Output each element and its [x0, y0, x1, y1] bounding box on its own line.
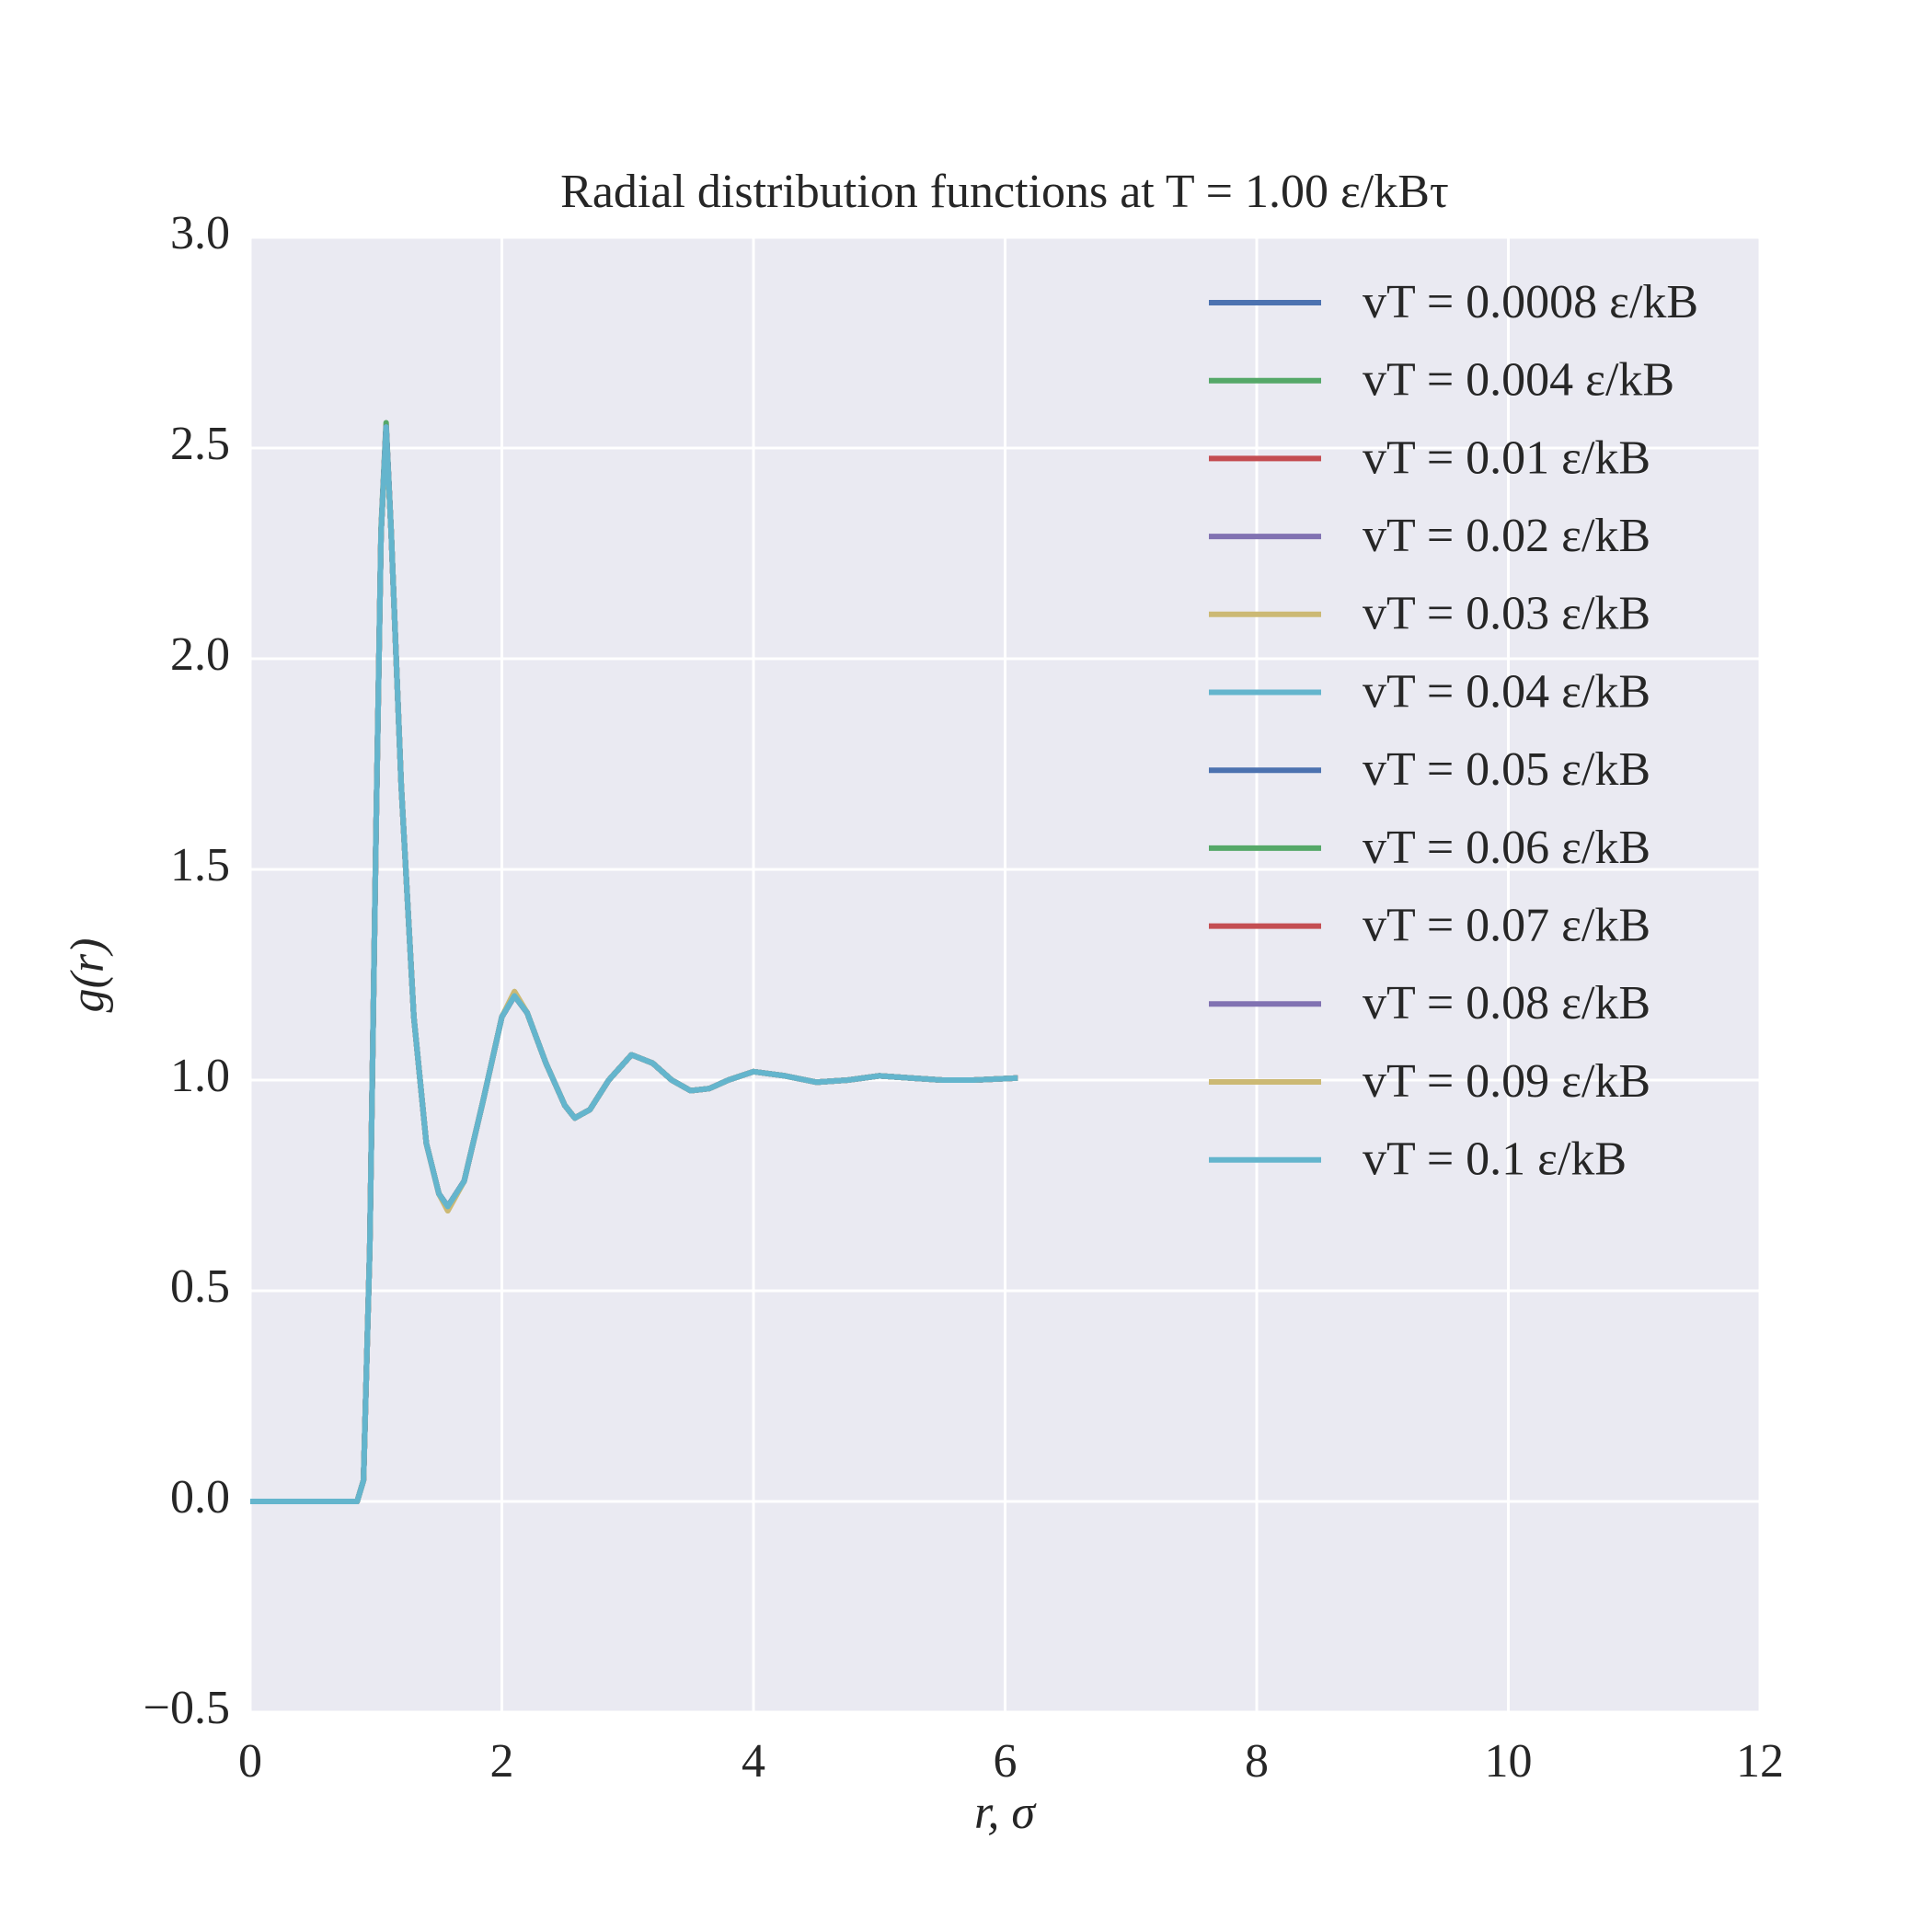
legend-label: vT = 0.01 ε/kB	[1363, 431, 1650, 484]
x-tick-label: 2	[490, 1735, 514, 1788]
legend-label: vT = 0.07 ε/kB	[1363, 900, 1650, 952]
series-line	[250, 424, 1018, 1504]
legend: vT = 0.0008 ε/kB vT = 0.004 ε/kB vT = 0.01…	[1209, 276, 1698, 1186]
y-tick-label: 3.0	[170, 207, 230, 259]
lines	[250, 420, 1018, 1504]
y-tick-label: 2.0	[170, 628, 230, 681]
legend-label: vT = 0.004 ε/kB	[1363, 354, 1674, 407]
legend-label: vT = 0.03 ε/kB	[1363, 588, 1650, 640]
y-tick-label: 0.0	[170, 1471, 230, 1524]
x-tick-label: 12	[1736, 1735, 1784, 1788]
x-tick-label: 4	[742, 1735, 765, 1788]
legend-label: vT = 0.02 ε/kB	[1363, 510, 1650, 562]
grid	[248, 236, 1762, 1714]
y-tick-label: −0.5	[144, 1682, 230, 1734]
y-tick-label: 2.5	[170, 418, 230, 470]
x-axis-label: r, σ	[974, 1787, 1037, 1839]
y-tick-label: 0.5	[170, 1260, 230, 1313]
legend-label: vT = 0.1 ε/kB	[1363, 1133, 1627, 1186]
y-tick-label: 1.5	[170, 839, 230, 891]
legend-label: vT = 0.04 ε/kB	[1363, 665, 1650, 718]
x-tick-label: 6	[994, 1735, 1018, 1788]
legend-label: vT = 0.05 ε/kB	[1363, 743, 1650, 796]
x-tick-label: 8	[1245, 1735, 1269, 1788]
x-tick-label: 0	[238, 1735, 262, 1788]
x-tick-label: 10	[1485, 1735, 1533, 1788]
y-axis-label: g(r)	[62, 938, 114, 1013]
labels: −0.5 0.0 0.5 1.0 1.5 2.0 2.5 3.0 0 2 4 6 8 10 12	[144, 207, 1784, 1788]
legend-label: vT = 0.0008 ε/kB	[1363, 276, 1698, 328]
legend-label: vT = 0.09 ε/kB	[1363, 1055, 1650, 1108]
chart-title: Radial distribution functions at T = 1.0…	[560, 166, 1449, 218]
legend-label: vT = 0.06 ε/kB	[1363, 822, 1650, 874]
y-tick-label: 1.0	[170, 1050, 230, 1102]
legend-label: vT = 0.08 ε/kB	[1363, 977, 1650, 1029]
